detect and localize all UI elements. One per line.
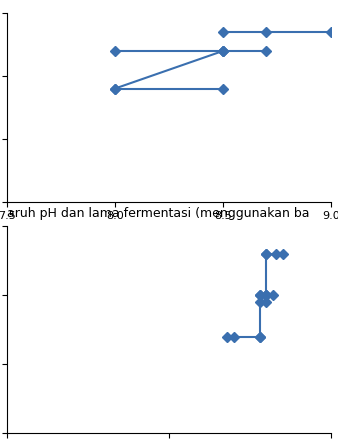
Text: aruh pH dan lama fermentasi (menggunakan ba: aruh pH dan lama fermentasi (menggunakan… [7,207,309,220]
